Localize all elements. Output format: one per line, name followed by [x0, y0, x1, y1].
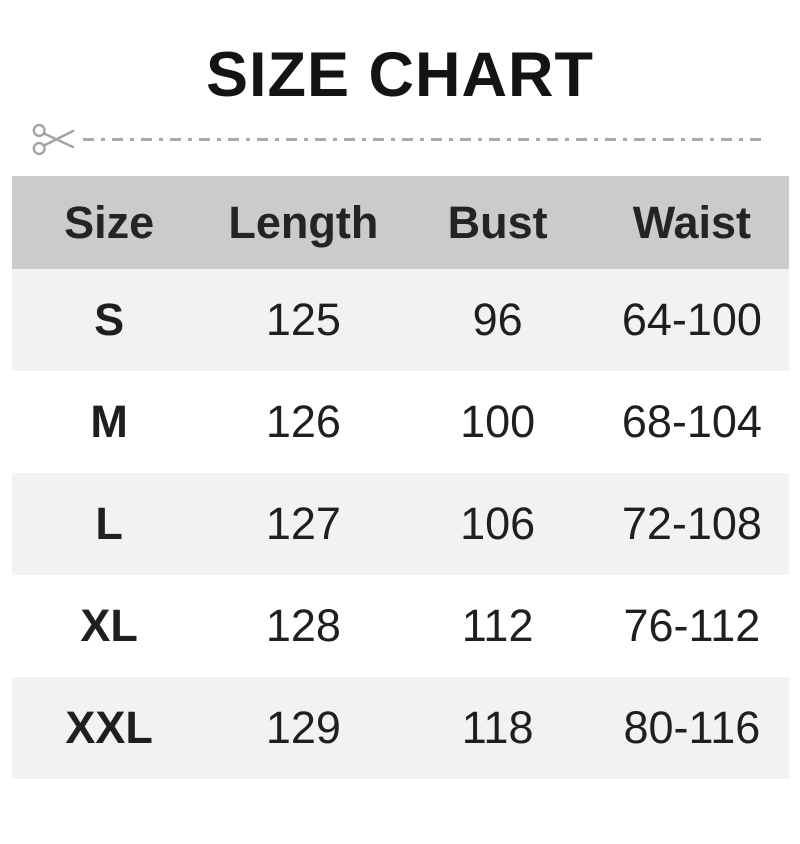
table-row-l: L 127 106 72-108 — [12, 473, 789, 575]
table-row-xxl: XXL 129 118 80-116 — [12, 677, 789, 779]
cell-length: 128 — [265, 600, 341, 651]
cell-bust: 112 — [461, 600, 534, 651]
cell-length: 127 — [265, 498, 341, 549]
cell-waist: 68-104 — [621, 396, 762, 447]
cell-bust: 118 — [461, 702, 534, 753]
cell-size: L — [95, 498, 123, 549]
cell-length: 126 — [265, 396, 341, 447]
dash-dot-cut-line — [83, 137, 765, 141]
size-table: Size Length Bust Waist S 125 96 64-100 M… — [12, 176, 789, 779]
cell-size: M — [90, 396, 128, 447]
column-header-length: Length — [228, 196, 379, 248]
column-header-waist: Waist — [632, 196, 752, 248]
cell-bust: 100 — [460, 396, 536, 447]
cell-size: S — [94, 294, 125, 345]
column-header-bust: Bust — [447, 196, 548, 248]
table-header-row: Size Length Bust Waist — [12, 176, 789, 269]
page-title: SIZE CHART — [206, 40, 594, 110]
table-row-s: S 125 96 64-100 — [12, 269, 789, 371]
size-chart-page: SIZE CHART Size Length Bust Waist S 125 … — [0, 44, 800, 779]
scissors-icon — [32, 123, 75, 156]
cell-waist: 72-108 — [621, 498, 762, 549]
column-header-size: Size — [64, 196, 155, 248]
cell-size: XXL — [65, 702, 153, 753]
cell-length: 129 — [265, 702, 341, 753]
cut-line-row — [31, 115, 765, 163]
cell-bust: 96 — [472, 294, 523, 345]
table-row-m: M 126 100 68-104 — [12, 371, 789, 473]
cell-waist: 64-100 — [621, 294, 762, 345]
cell-bust: 106 — [460, 498, 536, 549]
cell-length: 125 — [265, 294, 341, 345]
cell-size: XL — [80, 600, 138, 651]
cell-waist: 76-112 — [623, 600, 761, 651]
cell-waist: 80-116 — [623, 702, 761, 753]
table-row-xl: XL 128 112 76-112 — [12, 575, 789, 677]
